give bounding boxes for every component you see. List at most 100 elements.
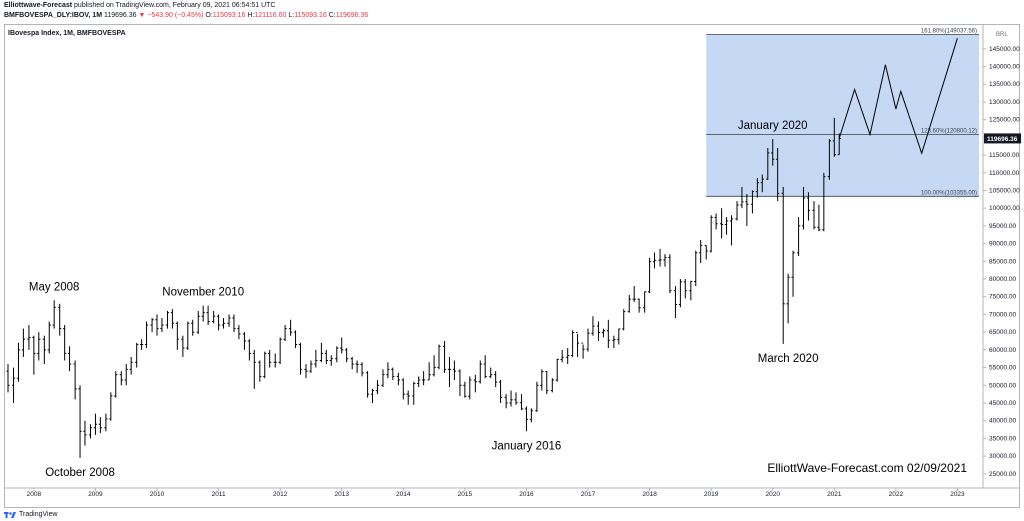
- footer-brand[interactable]: TradingView: [19, 511, 58, 518]
- ohlc-bar: [412, 381, 416, 405]
- annotation-label: October 2008: [45, 467, 115, 479]
- ohlc-bar: [104, 413, 108, 432]
- ohlc-bar: [478, 360, 482, 384]
- ohlc-bar: [483, 355, 487, 379]
- ohlc-bar: [447, 356, 452, 388]
- last-price-text: 119696.36: [987, 136, 1018, 143]
- ohlc-bar: [612, 335, 616, 349]
- x-tick-label: 2022: [889, 491, 904, 498]
- y-tick-label: 50000.00: [989, 382, 1016, 389]
- ohlc-bar: [709, 215, 713, 253]
- ohlc-bar: [652, 252, 657, 269]
- y-tick-label: 110000.00: [989, 170, 1020, 177]
- ohlc-bar: [735, 201, 739, 221]
- ohlc-bar: [32, 335, 36, 375]
- ohlc-bar: [237, 325, 241, 340]
- ohlc-bar: [514, 392, 518, 405]
- ohlc-bar: [509, 390, 513, 407]
- ohlc-bar: [186, 321, 190, 350]
- annotation-label: November 2010: [162, 287, 244, 299]
- ohlc-bar: [566, 348, 570, 365]
- indicator-label: IBovespa Index, 1M, BMFBOVESPA: [8, 30, 126, 37]
- ohlc-bar: [417, 376, 421, 388]
- ohlc-bar: [801, 186, 806, 230]
- ohlc-bar: [627, 294, 631, 313]
- x-tick-label: 2018: [642, 491, 657, 498]
- ohlc-bar: [822, 172, 826, 232]
- y-tick-label: 25000.00: [989, 471, 1016, 478]
- ohlc-bar: [42, 335, 46, 365]
- ohlc-bar: [591, 316, 595, 336]
- y-tick-label: 55000.00: [989, 365, 1016, 372]
- x-tick-label: 2014: [396, 491, 411, 498]
- ohlc-bar: [812, 201, 816, 230]
- chart-pane[interactable]: [4, 24, 1020, 508]
- ohlc-bar: [571, 330, 575, 357]
- x-tick-label: 2011: [212, 491, 226, 498]
- x-tick-label: 2016: [519, 491, 534, 498]
- ohlc-bar: [498, 379, 503, 403]
- last-price: 119696.36: [103, 12, 137, 19]
- ohlc-bar: [452, 360, 457, 380]
- ohlc-bar: [658, 248, 662, 267]
- ohlc-bar: [678, 279, 682, 308]
- ohlc-bar: [268, 349, 272, 368]
- x-tick-label: 2023: [950, 491, 965, 498]
- annotation-label: May 2008: [29, 281, 80, 293]
- ohlc-bar: [58, 303, 62, 336]
- x-tick-label: 2008: [27, 491, 42, 498]
- ohlc-bar: [694, 250, 698, 287]
- ohlc-bar: [524, 406, 529, 432]
- ohlc-bar: [817, 204, 821, 232]
- ohlc-bar: [73, 360, 77, 400]
- y-tick-label: 60000.00: [989, 347, 1016, 354]
- y-tick-label: 85000.00: [989, 258, 1016, 265]
- ohlc-bar: [673, 286, 678, 318]
- ohlc-bar: [473, 374, 477, 393]
- ohlc-bar: [258, 360, 262, 382]
- ohlc-bar: [263, 351, 267, 379]
- y-tick-label: 145000.00: [989, 46, 1020, 53]
- ohlc-bar: [622, 309, 626, 331]
- annotation-label: January 2016: [492, 440, 562, 452]
- x-tick-label: 2019: [704, 491, 719, 498]
- symbol-name[interactable]: BMFBOVESPA_DLY:IBOV, 1M: [4, 12, 103, 19]
- ohlc-bar: [489, 367, 493, 379]
- y-tick-label: 30000.00: [989, 453, 1016, 460]
- fib-level-label: 161.80%(149037.56): [921, 28, 977, 34]
- ohlc-bar: [504, 394, 508, 409]
- ohlc-bar: [601, 328, 606, 338]
- y-tick-label: 115000.00: [989, 152, 1020, 159]
- ohlc-bar: [832, 117, 836, 157]
- ohlc-bar: [606, 319, 610, 349]
- fib-level-label: 123.60%(120800.12): [921, 129, 977, 135]
- price-change: −543.90 (−0.45%): [147, 12, 204, 19]
- ohlc-bar: [329, 355, 333, 366]
- chart-header: Elliottwave-Forecast published on Tradin…: [0, 0, 1024, 22]
- ohlc-bar: [781, 186, 785, 344]
- ohlc-bar: [88, 424, 93, 439]
- ohlc-bar: [529, 408, 533, 423]
- low-label: L:: [288, 12, 295, 19]
- footer: TradingView: [4, 508, 58, 521]
- ohlc-bar: [170, 309, 174, 329]
- ohlc-bar: [119, 371, 123, 386]
- ohlc-bar: [335, 346, 339, 363]
- ohlc-bar: [206, 305, 210, 326]
- ohlc-bar: [293, 330, 298, 349]
- tradingview-logo-icon: [4, 511, 16, 518]
- ohlc-bar: [181, 335, 185, 357]
- x-tick-label: 2013: [334, 491, 349, 498]
- ohlc-bar: [755, 178, 759, 198]
- price-axis-panel: [983, 25, 1019, 487]
- ohlc-bar: [365, 371, 370, 398]
- ohlc-bar: [309, 360, 313, 373]
- y-tick-label: 100000.00: [989, 205, 1020, 212]
- x-tick-label: 2021: [827, 491, 842, 498]
- x-tick-label: 2010: [150, 491, 165, 498]
- publisher-name[interactable]: Elliottwave-Forecast: [4, 2, 73, 9]
- ohlc-bar: [458, 369, 462, 396]
- ohlc-bar: [555, 358, 559, 382]
- ohlc-bar: [289, 319, 293, 336]
